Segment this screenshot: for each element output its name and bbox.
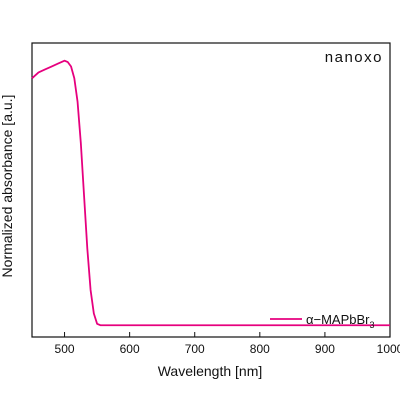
series-layer [31,59,390,327]
x-axis-label: Wavelength [nm] [158,363,263,379]
series-line [31,59,390,327]
plot-border [31,42,391,338]
legend-label-main: α−MAPbBr [306,312,370,327]
y-axis-label: Normalized absorbance [a.u.] [0,95,15,278]
legend-label-subscript: 3 [370,320,375,330]
x-axis-ticks: 500 600 700 800 900 1000 [55,332,400,356]
x-tick-label: 600 [120,342,140,356]
x-tick-label: 500 [55,342,75,356]
x-tick-label: 700 [185,342,205,356]
x-tick-label: 900 [315,342,335,356]
plot-frame [31,42,391,338]
brand-logo: nanoxo [325,49,383,66]
legend-label: α−MAPbBr3 [306,312,375,330]
x-tick-label: 800 [250,342,270,356]
x-tick-label: 1000 [377,342,400,356]
legend: α−MAPbBr3 [270,312,375,330]
